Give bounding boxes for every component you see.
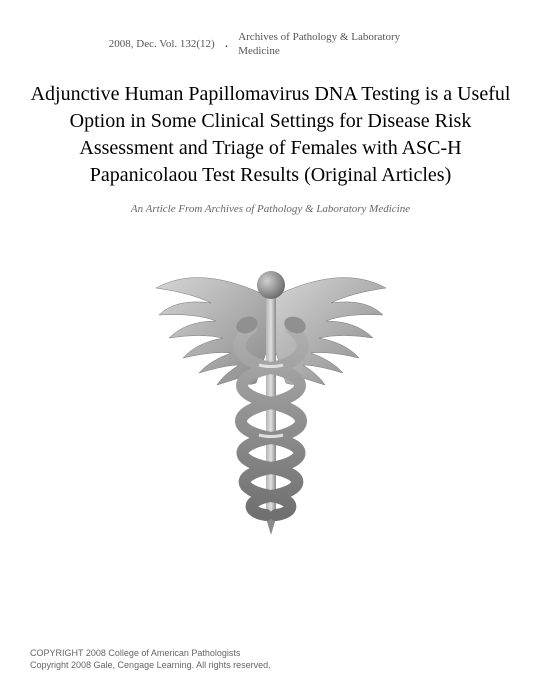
article-subtitle: An Article From Archives of Pathology & … [0,189,541,215]
copyright-block: COPYRIGHT 2008 College of American Patho… [30,647,271,672]
orb [257,271,285,299]
caduceus-icon [141,243,401,543]
journal-name: Archives of Pathology & Laboratory Medic… [232,30,432,59]
issue-info: 2008, Dec. Vol. 132(12) [109,38,221,50]
weave-1 [259,365,283,367]
separator-dot: . [221,36,233,52]
article-title: Adjunctive Human Papillomavirus DNA Test… [0,59,541,189]
weave-2 [259,435,283,437]
copyright-line-2: Copyright 2008 Gale, Cengage Learning. A… [30,659,271,672]
citation-header: 2008, Dec. Vol. 132(12) . Archives of Pa… [0,0,541,59]
emblem-container [0,215,541,543]
copyright-line-1: COPYRIGHT 2008 College of American Patho… [30,647,271,660]
